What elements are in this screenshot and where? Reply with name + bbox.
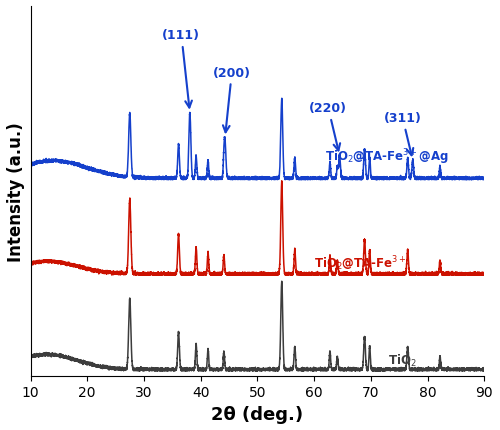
Y-axis label: Intensity (a.u.): Intensity (a.u.) — [7, 122, 25, 261]
Text: (111): (111) — [162, 29, 200, 108]
X-axis label: 2θ (deg.): 2θ (deg.) — [212, 405, 304, 423]
Text: (220): (220) — [310, 102, 348, 151]
Text: TiO$_2$@TA-Fe$^{3+}$: TiO$_2$@TA-Fe$^{3+}$ — [314, 254, 406, 273]
Text: (311): (311) — [384, 112, 422, 156]
Text: (200): (200) — [213, 67, 251, 133]
Text: TiO$_2$: TiO$_2$ — [388, 352, 416, 368]
Text: TiO$_2$@TA-Fe$^{3+}$@Ag: TiO$_2$@TA-Fe$^{3+}$@Ag — [326, 147, 449, 166]
